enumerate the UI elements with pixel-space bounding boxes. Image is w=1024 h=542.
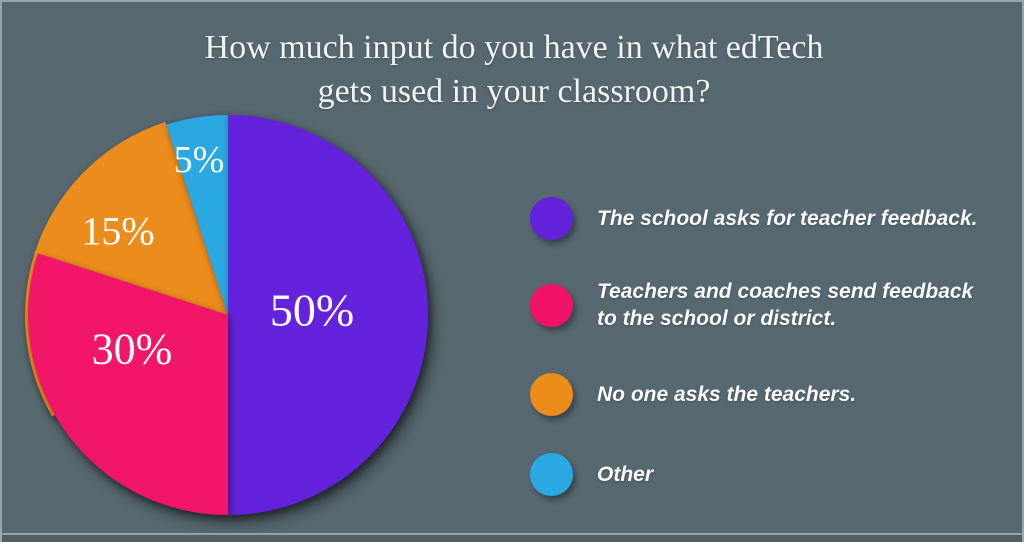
legend-item-school-feedback: The school asks for teacher feedback. (530, 197, 989, 240)
legend-swatch-blue (530, 453, 573, 496)
legend-item-other: Other (530, 453, 989, 496)
slice-value-label: 50% (270, 285, 354, 336)
legend-item-no-one-asks: No one asks the teachers. (530, 373, 989, 416)
pie-chart: 50% 30% 15% 5% (18, 105, 438, 525)
legend-swatch-purple (530, 197, 573, 240)
legend-label: No one asks the teachers. (597, 383, 857, 406)
slice-value-label: 30% (92, 325, 173, 374)
legend-swatch-orange (530, 373, 573, 416)
frame-bottom-strip (2, 533, 1022, 542)
slice-value-label: 15% (81, 209, 154, 254)
legend-swatch-pink (530, 283, 573, 327)
pie-slice-30% (28, 253, 228, 515)
chart-title: How much input do you have in what edTec… (2, 26, 1022, 114)
slice-value-label: 5% (174, 139, 225, 181)
pie-slice-5% (166, 115, 228, 315)
legend-item-teachers-coaches: Teachers and coaches send feedback to th… (530, 278, 989, 332)
chart-title-line2: gets used in your classroom? (317, 73, 711, 110)
legend-label: The school asks for teacher feedback. (597, 207, 978, 230)
legend-label: Other (597, 463, 654, 486)
legend-label: Teachers and coaches send feedback to th… (597, 280, 974, 330)
chart-title-line1: How much input do you have in what edTec… (204, 29, 824, 66)
pie-slice-50% (228, 115, 428, 515)
pie-chart-svg: 50% 30% 15% 5% (25, 115, 428, 515)
